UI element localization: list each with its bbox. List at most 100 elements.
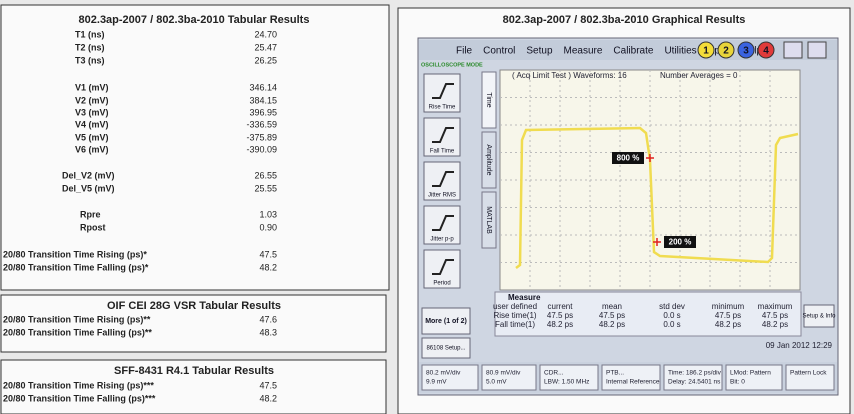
measure-panel <box>494 291 802 337</box>
status-item[interactable] <box>481 364 537 391</box>
status-item[interactable] <box>539 364 599 391</box>
status-text: 9.9 mV <box>426 379 447 386</box>
more-button[interactable] <box>421 307 471 335</box>
menu-item[interactable]: File <box>456 46 473 57</box>
channel-button[interactable] <box>737 41 755 59</box>
mode-label: OSCILLOSCOPE MODE <box>421 62 483 68</box>
tab[interactable] <box>481 191 497 249</box>
channel-button[interactable] <box>697 41 715 59</box>
restore-button[interactable] <box>807 41 827 59</box>
setup-info-button[interactable] <box>803 304 835 328</box>
row-value: 384.15 <box>249 95 277 105</box>
button-icon <box>432 127 454 143</box>
row-label: 20/80 Transition Time Falling (ps)*** <box>3 393 156 403</box>
measure-cell: Fall time(1) <box>495 320 535 329</box>
tabular-panel-3 <box>0 359 387 414</box>
status-text: CDR... <box>544 370 564 377</box>
row-label: 20/80 Transition Time Rising (ps)* <box>3 249 147 259</box>
measure-column: mean <box>602 302 622 311</box>
status-item[interactable] <box>785 364 835 391</box>
marker-box <box>612 152 644 164</box>
row-label: V6 (mV) <box>75 144 109 154</box>
measure-cell: 47.5 ps <box>715 311 741 320</box>
tab-label: MATLAB <box>485 206 492 234</box>
channel-button[interactable] <box>717 41 735 59</box>
status-text: Delay: 24.5401 ns <box>668 379 721 386</box>
menu-item[interactable]: Control <box>483 46 515 57</box>
tab[interactable] <box>481 131 497 189</box>
scope-header: ( Acq Limit Test ) Waveforms: 16 <box>512 71 627 80</box>
row-value: 0.90 <box>259 222 277 232</box>
row-value: 48.2 <box>259 262 277 272</box>
setup-label: 86108 Setup... <box>426 346 465 352</box>
marker-label: 200 % <box>669 238 692 247</box>
channel-label: 1 <box>703 46 709 57</box>
channel-button[interactable] <box>757 41 775 59</box>
measure-column: std dev <box>659 302 685 311</box>
scope-averages: Number Averages = 0 <box>660 71 738 80</box>
row-value: -336.59 <box>246 119 277 129</box>
tab-label: Amplitude <box>485 144 492 175</box>
status-item[interactable] <box>421 364 479 391</box>
measure-cell: 0.0 s <box>663 320 680 329</box>
row-value: 26.55 <box>254 170 277 180</box>
row-value: 48.3 <box>259 327 277 337</box>
waveform <box>515 126 799 269</box>
menu-item[interactable]: Utilities <box>664 46 696 57</box>
button-icon <box>432 83 454 99</box>
measure-tab[interactable]: Measure <box>508 293 541 302</box>
row-value: 396.95 <box>249 107 277 117</box>
section-title: 802.3ap-2007 / 802.3ba-2010 Tabular Resu… <box>79 14 310 26</box>
status-text: 80.9 mV/div <box>486 370 521 377</box>
measure-column: current <box>548 302 574 311</box>
status-item[interactable] <box>663 364 723 391</box>
button-label: Jitter p-p <box>430 237 454 243</box>
row-label: 20/80 Transition Time Falling (ps)** <box>3 327 152 337</box>
status-text: LMod: Pattern <box>730 370 771 377</box>
row-label: T1 (ns) <box>75 29 105 39</box>
tabular-panel-2 <box>0 294 387 353</box>
status-item[interactable] <box>725 364 783 391</box>
measure-column: maximum <box>758 302 793 311</box>
row-label: Del_V5 (mV) <box>62 183 115 193</box>
measure-cell: 48.2 ps <box>547 320 573 329</box>
minimize-button[interactable] <box>783 41 803 59</box>
button-label: Period <box>433 281 450 287</box>
row-value: -390.09 <box>246 144 277 154</box>
menu-item[interactable]: Measure <box>564 46 603 57</box>
row-label: V2 (mV) <box>75 95 109 105</box>
row-label: Rpre <box>80 209 101 219</box>
measure-cell: 0.0 s <box>663 311 680 320</box>
measure-cell: Rise time(1) <box>493 311 536 320</box>
row-value: 346.14 <box>249 82 277 92</box>
marker-cross <box>653 238 661 246</box>
row-value: 24.70 <box>254 29 277 39</box>
section-title: OIF CEI 28G VSR Tabular Results <box>107 300 281 312</box>
menu-item[interactable]: Calibrate <box>613 46 653 57</box>
status-text: PTB... <box>606 370 624 377</box>
measure-cell: 47.5 ps <box>547 311 573 320</box>
date-label: 09 Jan 2012 12:29 <box>766 341 833 350</box>
menu-item[interactable]: Setup <box>526 46 553 57</box>
row-label: V4 (mV) <box>75 119 109 129</box>
button-label: Jitter RMS <box>428 193 456 199</box>
row-label: T3 (ns) <box>75 55 105 65</box>
setup-button[interactable] <box>421 337 471 359</box>
row-value: 25.55 <box>254 183 277 193</box>
more-label: More (1 of 2) <box>425 318 467 325</box>
status-text: 5.0 mV <box>486 379 507 386</box>
tab[interactable] <box>481 71 497 129</box>
button-label: Fall Time <box>430 149 455 155</box>
measure-column: user defined <box>493 302 537 311</box>
row-value: 1.03 <box>259 209 277 219</box>
status-item[interactable] <box>601 364 661 391</box>
row-label: V5 (mV) <box>75 132 109 142</box>
marker-box <box>664 236 696 248</box>
row-value: -375.89 <box>246 132 277 142</box>
row-value: 47.5 <box>259 380 277 390</box>
measure-cell: 48.2 ps <box>715 320 741 329</box>
measure-cell: 47.5 ps <box>599 311 625 320</box>
channel-label: 4 <box>763 46 769 57</box>
button-icon <box>432 259 454 275</box>
